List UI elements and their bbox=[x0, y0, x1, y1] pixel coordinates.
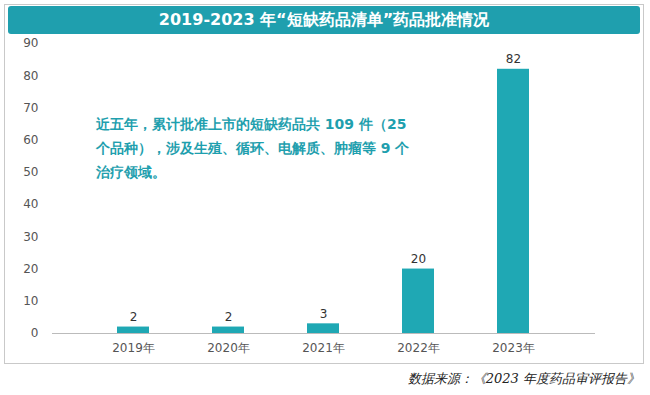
svg-text:2: 2 bbox=[130, 310, 138, 324]
svg-text:2019年: 2019年 bbox=[112, 341, 155, 355]
svg-text:90: 90 bbox=[23, 36, 38, 50]
html-text:数据来源：《2023 年度药品审评报告》: 数据来源：《2023 年度药品审评报告》 bbox=[407, 371, 640, 386]
svg-text:80: 80 bbox=[23, 69, 38, 83]
svg-text:2023年: 2023年 bbox=[492, 341, 535, 355]
svg-text:40: 40 bbox=[23, 197, 38, 211]
svg-text:30: 30 bbox=[23, 230, 38, 244]
svg-text:0: 0 bbox=[31, 326, 39, 340]
html-text:2019-2023 年“短缺药品清单”药品批准情况: 2019-2023 年“短缺药品清单”药品批准情况 bbox=[158, 10, 490, 29]
svg-text:20: 20 bbox=[411, 252, 426, 266]
html-text:近五年，累计批准上市的短缺药品共 109 件（25 个品种）: 近五年，累计批准上市的短缺药品共 109 件（25 个品种），涉及生殖、循环、电… bbox=[96, 116, 410, 180]
svg-text:20: 20 bbox=[23, 262, 38, 276]
svg-text:82: 82 bbox=[506, 52, 521, 66]
svg-text:3: 3 bbox=[320, 307, 328, 321]
svg-text:50: 50 bbox=[23, 165, 38, 179]
svg-text:2022年: 2022年 bbox=[397, 341, 440, 355]
svg-text:2: 2 bbox=[225, 310, 233, 324]
svg-text:10: 10 bbox=[23, 294, 38, 308]
svg-text:60: 60 bbox=[23, 133, 38, 147]
svg-text:2020年: 2020年 bbox=[207, 341, 250, 355]
svg-text:70: 70 bbox=[23, 101, 38, 115]
svg-text:2021年: 2021年 bbox=[302, 341, 345, 355]
